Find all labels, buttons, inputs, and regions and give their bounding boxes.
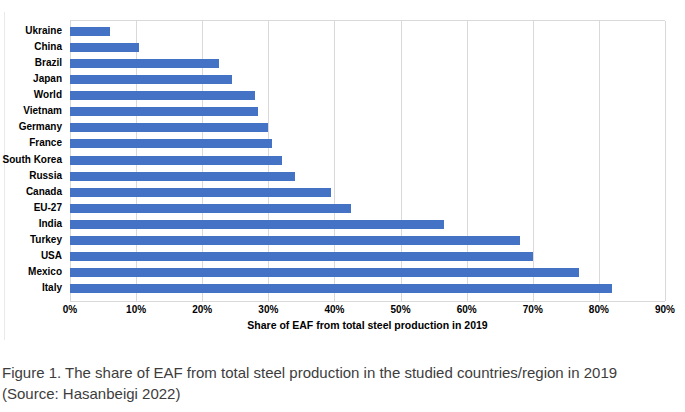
bar-brazil <box>70 59 219 68</box>
category-label: Italy <box>0 281 62 294</box>
bar-ukraine <box>70 27 110 36</box>
category-label: Canada <box>0 185 62 198</box>
bar-italy <box>70 284 612 293</box>
category-label: France <box>0 136 62 149</box>
bar-russia <box>70 172 295 181</box>
category-label: Vietnam <box>0 104 62 117</box>
bar-canada <box>70 188 331 197</box>
x-tick-label: 20% <box>192 304 212 315</box>
bar-japan <box>70 75 232 84</box>
category-label: Germany <box>0 120 62 133</box>
x-axis-title: Share of EAF from total steel production… <box>70 319 665 331</box>
x-tick-label: 10% <box>126 304 146 315</box>
bar-india <box>70 220 444 229</box>
bar-world <box>70 91 255 100</box>
bar-china <box>70 43 139 52</box>
x-tick-label: 50% <box>391 304 411 315</box>
x-tick-label: 40% <box>324 304 344 315</box>
category-label: Russia <box>0 169 62 182</box>
category-label: EU-27 <box>0 201 62 214</box>
x-tick-label: 60% <box>457 304 477 315</box>
bar-south-korea <box>70 156 282 165</box>
gridline <box>533 21 534 301</box>
plot-area <box>70 20 665 302</box>
category-label: USA <box>0 249 62 262</box>
category-label: China <box>0 40 62 53</box>
category-label: Mexico <box>0 265 62 278</box>
x-tick-label: 90% <box>655 304 675 315</box>
category-label: Ukraine <box>0 24 62 37</box>
bar-france <box>70 139 272 148</box>
gridline <box>599 21 600 301</box>
bar-eu-27 <box>70 204 351 213</box>
caption-line-2: (Source: Hasanbeigi 2022) <box>2 383 672 404</box>
x-tick-label: 0% <box>63 304 77 315</box>
category-label: India <box>0 217 62 230</box>
bar-germany <box>70 123 268 132</box>
bar-turkey <box>70 236 520 245</box>
caption-line-1: Figure 1. The share of EAF from total st… <box>2 362 672 383</box>
figure-caption: Figure 1. The share of EAF from total st… <box>2 362 672 404</box>
bar-mexico <box>70 268 579 277</box>
category-label: Japan <box>0 72 62 85</box>
gridline <box>665 21 666 301</box>
x-tick-label: 70% <box>523 304 543 315</box>
x-tick-label: 80% <box>589 304 609 315</box>
category-label: South Korea <box>0 153 62 166</box>
category-label: Turkey <box>0 233 62 246</box>
category-label: World <box>0 88 62 101</box>
bar-vietnam <box>70 107 258 116</box>
bar-usa <box>70 252 533 261</box>
category-label: Brazil <box>0 56 62 69</box>
figure: Ukraine China Brazil Japan World Vietnam Germa… <box>0 0 685 412</box>
x-tick-label: 30% <box>258 304 278 315</box>
